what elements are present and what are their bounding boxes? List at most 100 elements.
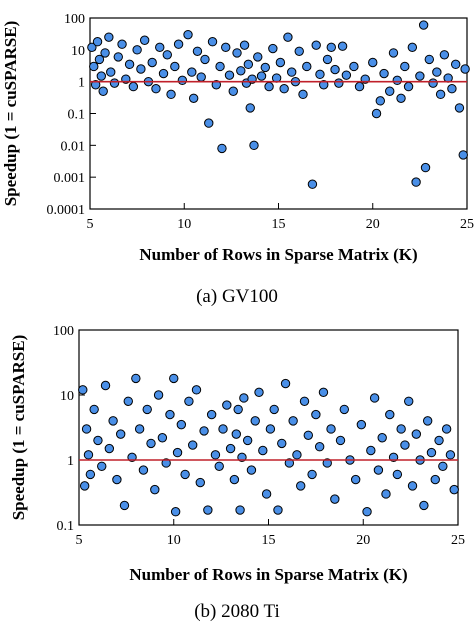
scatter-point [204,118,214,128]
scatter-point [261,489,272,499]
scatter-point [392,469,403,480]
x-tick-label: 25 [460,217,474,232]
scatter-point [296,481,306,491]
scatter-point [188,440,198,450]
scatter-point [396,93,406,104]
scatter-point [385,409,395,420]
scatter-point [138,465,149,475]
scatter-point [377,433,387,443]
scatter-point [98,86,108,96]
scatter-point [371,108,382,119]
scatter-point [79,481,90,491]
scatter-point [385,86,395,96]
scatter-point [158,68,169,79]
scatter-point [315,69,325,80]
scatter-point [373,465,384,475]
scatter-point [420,162,431,173]
scatter-point [195,477,205,488]
scatter-point [162,50,172,60]
scatter-point [369,393,380,403]
scatter-point [78,385,88,395]
scatter-point [176,419,187,430]
scatter-point [225,443,236,454]
scatter-point [90,80,101,90]
scatter-point [356,419,367,430]
x-tick-label: 15 [272,217,286,232]
scatter-point [311,40,321,50]
scatter-point [400,61,410,72]
scatter-point [147,57,157,68]
chart-caption: (b) 2080 Ti [194,601,280,622]
scatter-point [396,424,406,434]
scatter-point [283,32,293,42]
scatter-point [214,461,224,471]
scatter-point [236,66,246,76]
scatter-point [155,42,165,53]
scatter-point [83,450,94,460]
scatter-point [134,424,145,434]
scatter-point [400,440,410,450]
scatter-point [124,59,135,70]
y-axis-title: Speedup (1 = cuSPARSE) [1,21,20,207]
scatter-point [191,385,202,395]
scatter-point [424,54,434,65]
scatter-point [246,465,257,475]
scatter-point [438,461,448,471]
scatter-point [450,59,461,70]
scatter-point [96,71,107,81]
scatter-point [392,75,402,86]
scatter-point [106,67,116,77]
y-tick-label: 1 [78,76,85,91]
scatter-point [170,61,180,72]
scatter-point [150,484,160,495]
scatter-point [415,71,425,81]
scatter-point [339,404,349,415]
x-axis-title: Number of Rows in Sparse Matrix (K) [129,565,407,584]
scatter-point [89,404,99,415]
scatter-point [447,84,457,94]
scatter-point [449,484,459,495]
scatter-point [109,78,120,88]
scatter-point [388,48,399,58]
scatter-point [206,409,217,420]
scatter-point [273,505,283,515]
scatter-point [279,84,289,94]
scatter-point [210,450,221,460]
scatter-point [100,380,111,391]
scatter-point [269,404,279,415]
scatter-point [411,429,422,439]
x-tick-label: 10 [177,217,191,232]
chart-caption: (a) GV100 [196,286,278,307]
scatter-point [426,447,437,458]
scatter-point [215,61,225,72]
scatter-point [184,396,194,406]
scatter-point [354,81,365,92]
scatter-point [104,443,115,454]
scatter-point [180,469,190,480]
scatter-point [100,48,110,58]
scatter-point [211,80,221,90]
scatter-point [92,37,103,47]
scatter-point [302,61,312,72]
scatter-point [192,46,203,56]
plot-area-0 [89,17,468,210]
scatter-point [458,150,468,160]
scatter-point [441,424,452,434]
y-tick-label: 0.001 [54,171,86,186]
scatter-point [439,50,450,60]
y-tick-label: 100 [53,324,74,339]
scatter-point [330,64,340,75]
scatter-point [235,505,245,515]
scatter-point [435,89,446,100]
scatter-point [418,20,429,30]
scatter-point [264,81,274,92]
scatter-point [188,93,199,104]
scatter-point [97,461,107,471]
scatter-point [454,103,465,113]
scatter-point [445,450,456,460]
x-tick-label: 10 [167,533,181,548]
scatter-point [239,393,249,403]
scatter-point [260,62,271,73]
scatter-point [460,64,470,74]
scatter-point [254,387,264,398]
